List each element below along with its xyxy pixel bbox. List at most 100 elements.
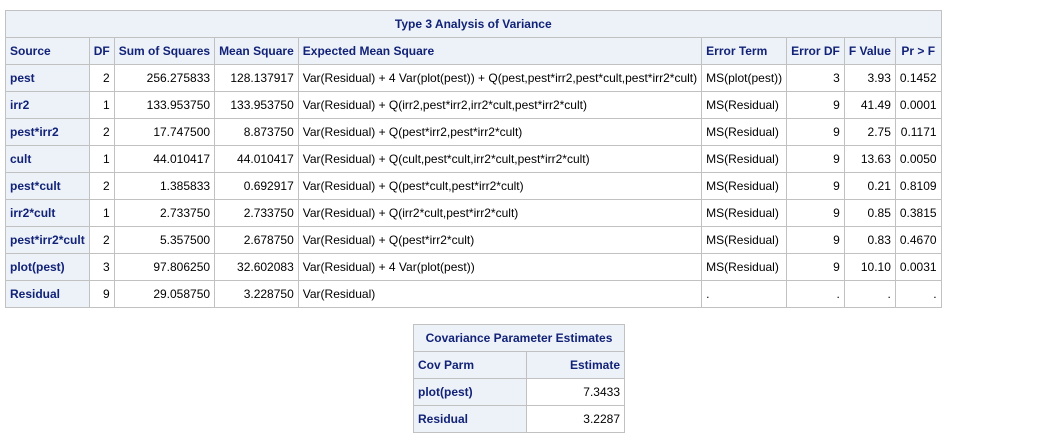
row-f-value: 3.93 bbox=[843, 64, 896, 92]
row-ems: Var(Residual) bbox=[297, 280, 703, 308]
row-df: 1 bbox=[88, 199, 115, 227]
cov-body: plot(pest) 7.3433 Residual 3.2287 bbox=[413, 378, 625, 433]
row-ms: 3.228750 bbox=[214, 280, 299, 308]
row-ss: 17.747500 bbox=[113, 118, 216, 146]
anova-body: pest 2 256.275833 128.137917 Var(Residual) +… bbox=[5, 64, 942, 308]
row-ms: 8.873750 bbox=[214, 118, 299, 146]
row-ss: 256.275833 bbox=[113, 64, 216, 92]
row-pr-f: 0.0001 bbox=[894, 91, 942, 119]
col-header-source: Source bbox=[5, 37, 90, 65]
row-ms: 2.733750 bbox=[214, 199, 299, 227]
row-pr-f: 0.8109 bbox=[894, 172, 942, 200]
cov-title-row: Covariance Parameter Estimates bbox=[413, 324, 625, 352]
row-f-value: . bbox=[843, 280, 896, 308]
row-pr-f: . bbox=[894, 280, 942, 308]
table-row: cult 1 44.010417 44.010417 Var(Residual) + Q… bbox=[5, 145, 942, 173]
table-row: Residual 9 29.058750 3.228750 Var(Residual).… bbox=[5, 280, 942, 308]
row-source: pest bbox=[5, 64, 90, 92]
row-ems: Var(Residual) + Q(pest*irr2,pest*irr2*cu… bbox=[297, 118, 703, 146]
anova-title: Type 3 Analysis of Variance bbox=[5, 10, 942, 38]
row-df: 1 bbox=[88, 145, 115, 173]
col-header-ems: Expected Mean Square bbox=[297, 37, 703, 65]
row-cov-parm: plot(pest) bbox=[413, 378, 527, 406]
row-error-term: MS(Residual) bbox=[701, 253, 788, 281]
row-ems: Var(Residual) + Q(pest*irr2*cult) bbox=[297, 226, 703, 254]
row-df: 3 bbox=[88, 253, 115, 281]
row-f-value: 2.75 bbox=[843, 118, 896, 146]
row-ss: 133.953750 bbox=[113, 91, 216, 119]
anova-table: Type 3 Analysis of Variance Source DF Su… bbox=[5, 10, 942, 308]
row-error-df: 9 bbox=[786, 145, 845, 173]
anova-header-row: Source DF Sum of Squares Mean Square Exp… bbox=[5, 37, 942, 65]
table-row: pest*cult 2 1.385833 0.692917 Var(Residual) … bbox=[5, 172, 942, 200]
table-row: pest 2 256.275833 128.137917 Var(Residual) +… bbox=[5, 64, 942, 92]
row-error-df: 3 bbox=[786, 64, 845, 92]
row-ss: 97.806250 bbox=[113, 253, 216, 281]
table-row: pest*irr2*cult 2 5.357500 2.678750 Var(Resid… bbox=[5, 226, 942, 254]
table-row: pest*irr2 2 17.747500 8.873750 Var(Residual)… bbox=[5, 118, 942, 146]
row-error-term: MS(Residual) bbox=[701, 91, 788, 119]
row-source: irr2 bbox=[5, 91, 90, 119]
row-error-df: . bbox=[786, 280, 845, 308]
row-f-value: 0.83 bbox=[843, 226, 896, 254]
row-df: 2 bbox=[88, 226, 115, 254]
row-df: 2 bbox=[88, 172, 115, 200]
row-source: pest*irr2*cult bbox=[5, 226, 90, 254]
row-source: irr2*cult bbox=[5, 199, 90, 227]
row-ms: 2.678750 bbox=[214, 226, 299, 254]
col-header-cov-parm: Cov Parm bbox=[413, 351, 527, 379]
row-ms: 0.692917 bbox=[214, 172, 299, 200]
table-row: plot(pest) 7.3433 bbox=[413, 378, 625, 406]
row-f-value: 0.85 bbox=[843, 199, 896, 227]
row-df: 2 bbox=[88, 118, 115, 146]
row-pr-f: 0.0031 bbox=[894, 253, 942, 281]
anova-title-row: Type 3 Analysis of Variance bbox=[5, 10, 942, 38]
table-row: Residual 3.2287 bbox=[413, 405, 625, 433]
table-row: plot(pest) 3 97.806250 32.602083 Var(Residua… bbox=[5, 253, 942, 281]
row-error-term: MS(Residual) bbox=[701, 172, 788, 200]
row-ems: Var(Residual) + Q(cult,pest*cult,irr2*cu… bbox=[297, 145, 703, 173]
row-ms: 128.137917 bbox=[214, 64, 299, 92]
row-pr-f: 0.0050 bbox=[894, 145, 942, 173]
row-pr-f: 0.3815 bbox=[894, 199, 942, 227]
row-ms: 133.953750 bbox=[214, 91, 299, 119]
row-error-term: MS(Residual) bbox=[701, 118, 788, 146]
col-header-f-value: F Value bbox=[843, 37, 896, 65]
row-pr-f: 0.1171 bbox=[894, 118, 942, 146]
table-row: irr2*cult 1 2.733750 2.733750 Var(Residual) … bbox=[5, 199, 942, 227]
row-f-value: 13.63 bbox=[843, 145, 896, 173]
row-f-value: 41.49 bbox=[843, 91, 896, 119]
row-ems: Var(Residual) + Q(irr2,pest*irr2,irr2*cu… bbox=[297, 91, 703, 119]
col-header-estimate: Estimate bbox=[526, 351, 625, 379]
cov-header-row: Cov Parm Estimate bbox=[413, 351, 625, 379]
col-header-ss: Sum of Squares bbox=[113, 37, 216, 65]
row-df: 9 bbox=[88, 280, 115, 308]
col-header-df: DF bbox=[88, 37, 115, 65]
row-estimate: 7.3433 bbox=[526, 378, 625, 406]
row-pr-f: 0.1452 bbox=[894, 64, 942, 92]
row-ms: 44.010417 bbox=[214, 145, 299, 173]
row-error-term: MS(Residual) bbox=[701, 199, 788, 227]
row-error-df: 9 bbox=[786, 172, 845, 200]
row-ems: Var(Residual) + Q(irr2*cult,pest*irr2*cu… bbox=[297, 199, 703, 227]
col-header-error-df: Error DF bbox=[786, 37, 845, 65]
row-source: cult bbox=[5, 145, 90, 173]
table-row: irr2 1 133.953750 133.953750 Var(Residual) +… bbox=[5, 91, 942, 119]
row-source: Residual bbox=[5, 280, 90, 308]
row-error-df: 9 bbox=[786, 253, 845, 281]
row-ss: 2.733750 bbox=[113, 199, 216, 227]
row-error-df: 9 bbox=[786, 91, 845, 119]
col-header-error-term: Error Term bbox=[701, 37, 788, 65]
row-ems: Var(Residual) + 4 Var(plot(pest)) bbox=[297, 253, 703, 281]
row-f-value: 0.21 bbox=[843, 172, 896, 200]
row-error-term: MS(plot(pest)) bbox=[701, 64, 788, 92]
row-ss: 5.357500 bbox=[113, 226, 216, 254]
row-source: pest*irr2 bbox=[5, 118, 90, 146]
row-ss: 44.010417 bbox=[113, 145, 216, 173]
row-df: 2 bbox=[88, 64, 115, 92]
row-ss: 29.058750 bbox=[113, 280, 216, 308]
row-cov-parm: Residual bbox=[413, 405, 527, 433]
col-header-pr-f: Pr > F bbox=[894, 37, 942, 65]
cov-title: Covariance Parameter Estimates bbox=[413, 324, 625, 352]
row-source: pest*cult bbox=[5, 172, 90, 200]
